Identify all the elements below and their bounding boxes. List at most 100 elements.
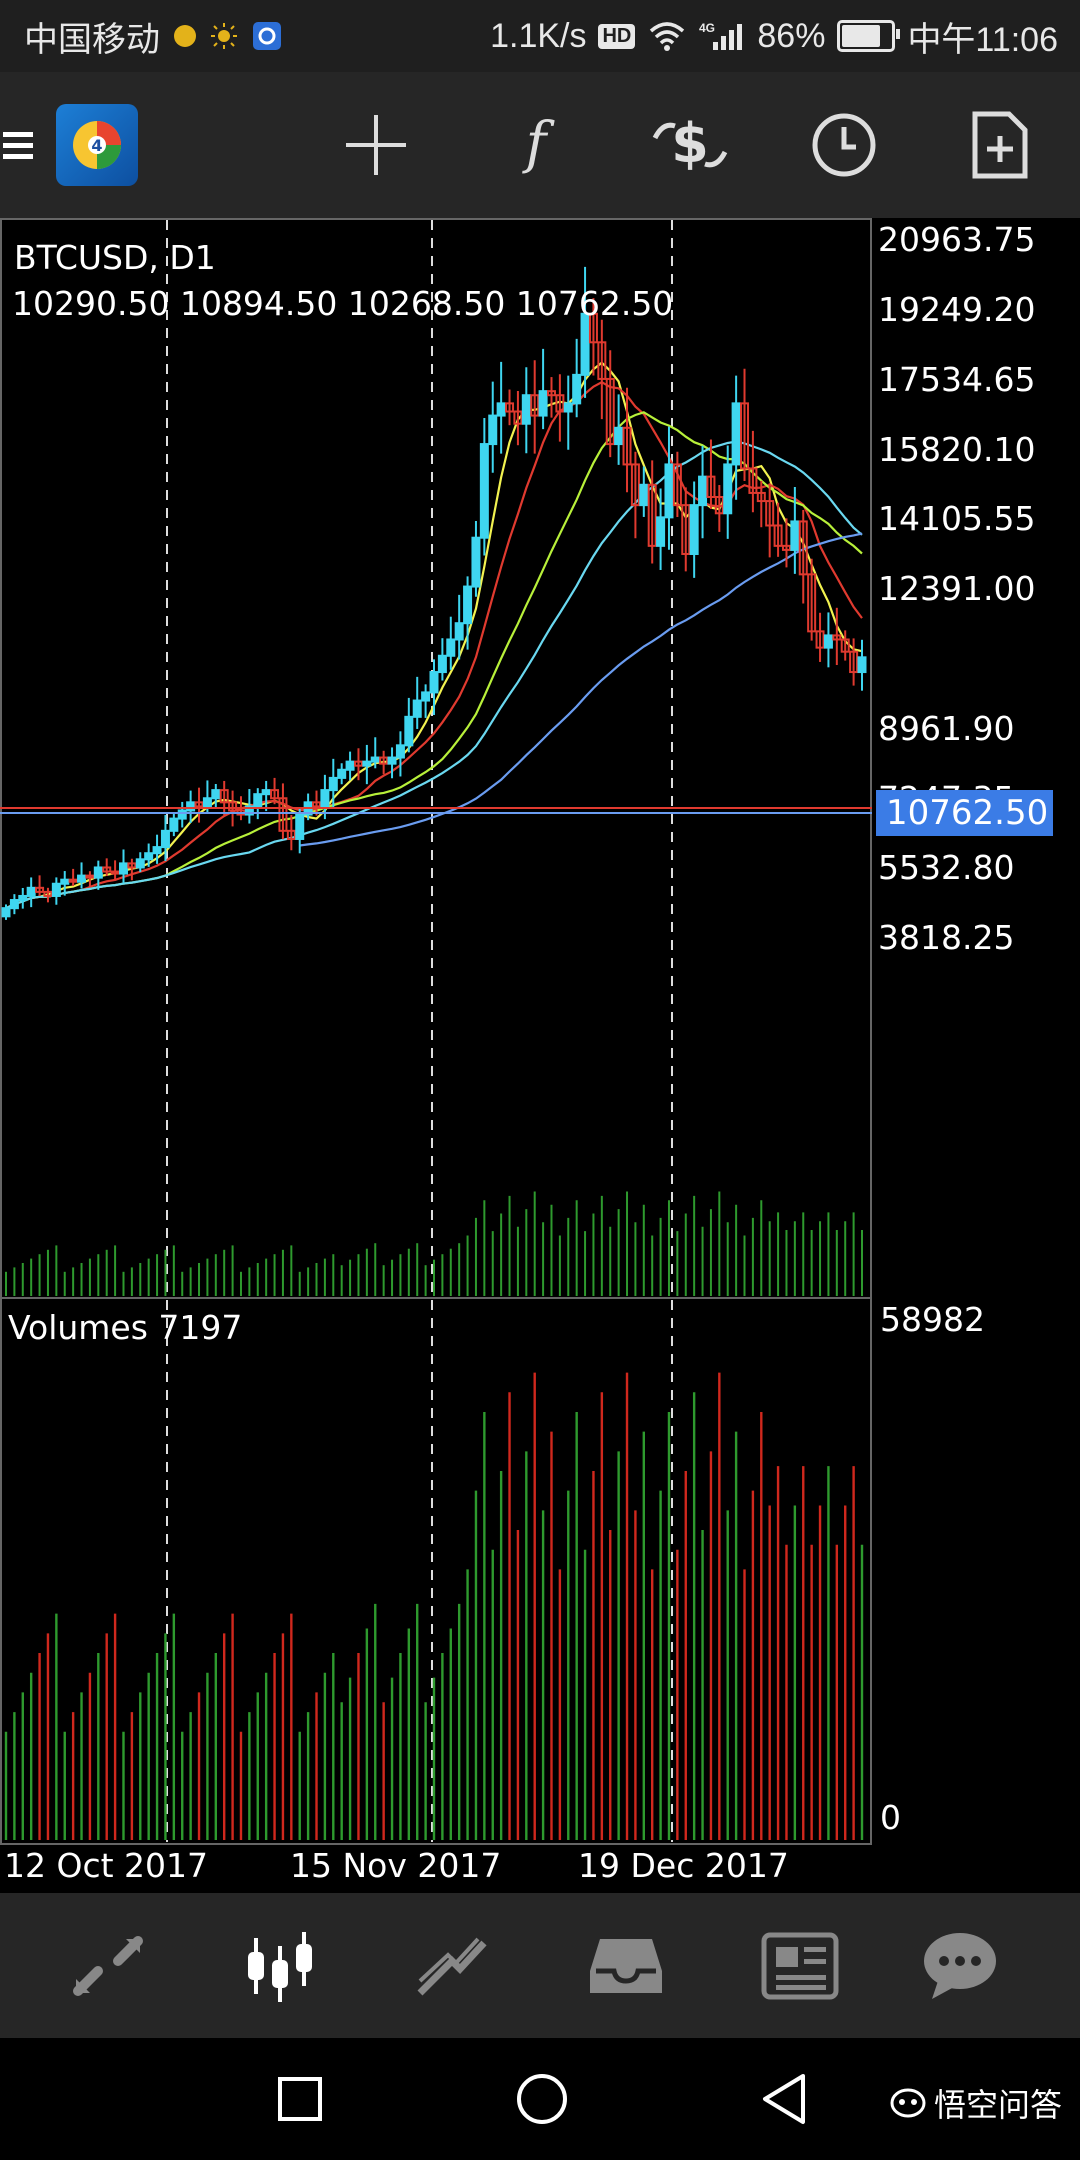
candle-bear — [127, 862, 137, 869]
chart-icon[interactable] — [220, 1893, 340, 2038]
candle-bear — [681, 504, 691, 555]
candle-bull — [60, 878, 70, 885]
candle-bull — [244, 805, 254, 816]
candle-bear — [840, 638, 850, 653]
candle-bull — [169, 817, 179, 832]
metatrader-logo[interactable]: 4 — [54, 72, 140, 218]
candle-bull — [9, 899, 19, 910]
candle-bull — [479, 443, 489, 539]
menu-icon[interactable] — [0, 72, 36, 218]
date-axis-tick: 15 Nov 2017 — [290, 1846, 502, 1885]
current-price-tag: 10762.50 — [876, 790, 1053, 836]
candle-bear — [647, 483, 657, 547]
candle-bull — [664, 463, 674, 519]
wukong-logo-icon — [890, 2088, 926, 2118]
candle-bear — [555, 394, 565, 413]
history-icon[interactable] — [566, 1893, 686, 2038]
function-icon[interactable]: f — [496, 72, 576, 218]
candle-bull — [689, 504, 699, 555]
candle-bear — [353, 760, 363, 767]
candle-bear — [832, 634, 842, 641]
trade-icon[interactable]: $ — [640, 72, 740, 218]
clock: 中午11:06 — [907, 20, 1058, 59]
back-button[interactable] — [752, 2038, 816, 2160]
candle-bear — [597, 341, 607, 380]
candle-bull — [261, 789, 271, 796]
candle-bull — [337, 768, 347, 779]
candle-bull — [160, 829, 170, 849]
status-bar: 中国移动 1.1K/s HD 4G — [0, 0, 1080, 72]
candle-bull — [429, 671, 439, 694]
candle-bull — [362, 760, 372, 767]
watermark: 悟空问答 — [890, 2080, 1062, 2126]
trade-icon[interactable] — [392, 1893, 512, 2038]
candle-bear — [546, 390, 556, 397]
candle-bull — [253, 793, 263, 808]
candle-bull — [186, 801, 196, 812]
candle-bull — [446, 638, 456, 657]
crosshair-icon[interactable] — [336, 72, 416, 218]
vertical-gridlines — [166, 220, 673, 1842]
timeframe-icon[interactable] — [804, 72, 884, 218]
price-axis-tick: 20963.75 — [878, 220, 1036, 259]
candle-bull — [521, 394, 531, 425]
candle-bear — [773, 524, 783, 547]
new-document-icon[interactable] — [960, 72, 1040, 218]
svg-text:$: $ — [671, 112, 709, 175]
app-notification-icon — [253, 22, 281, 50]
candle-bull — [18, 894, 28, 902]
candle-bear — [35, 886, 45, 893]
candle-bull — [496, 402, 506, 417]
candle-bear — [278, 797, 288, 832]
candle-bear — [312, 801, 322, 808]
candle-bull — [118, 862, 128, 875]
candle-bull — [370, 756, 380, 763]
weather-sun-icon — [211, 23, 237, 49]
candle-bear — [102, 866, 112, 873]
candle-bull — [723, 463, 733, 515]
cellular-signal-icon: 4G — [699, 21, 743, 50]
quotes-icon[interactable] — [48, 1893, 168, 2038]
candle-bull — [412, 699, 422, 718]
price-axis-tick: 17534.65 — [878, 360, 1036, 399]
date-axis-tick: 19 Dec 2017 — [578, 1846, 789, 1885]
candle-bull — [202, 797, 212, 808]
candle-bull — [580, 312, 590, 376]
chat-icon[interactable] — [900, 1893, 1020, 2038]
moving-average-30 — [5, 440, 863, 910]
candle-bear — [68, 878, 78, 883]
candle-bear — [219, 789, 229, 804]
candle-bull — [656, 516, 666, 547]
candle-bear — [849, 650, 859, 674]
candle-bull — [211, 789, 221, 800]
chart-area[interactable]: BTCUSD, D1 10290.50 10894.50 10268.50 10… — [0, 218, 1080, 1893]
recent-apps-button[interactable] — [268, 2038, 332, 2160]
watermark-text: 悟空问答 — [933, 2086, 1062, 2124]
candle-bear — [756, 491, 766, 503]
candle-bull — [77, 874, 87, 883]
symbol-label: BTCUSD, D1 — [14, 238, 216, 277]
candle-bear — [270, 789, 280, 800]
price-axis-tick: 3818.25 — [878, 918, 1015, 957]
moving-average-60 — [299, 532, 863, 847]
news-icon[interactable] — [740, 1893, 860, 2038]
candle-bull — [639, 483, 649, 507]
network-speed: 1.1K/s — [490, 16, 587, 55]
price-chart[interactable] — [0, 218, 1080, 1893]
price-axis-tick: 12391.00 — [878, 569, 1036, 608]
home-button[interactable] — [510, 2038, 574, 2160]
candle-bear — [714, 495, 724, 515]
candle-bear — [807, 573, 817, 633]
candle-bear — [85, 874, 95, 879]
candle-bull — [698, 475, 708, 507]
candle-bull — [26, 886, 36, 897]
battery-icon — [837, 20, 901, 52]
candle-bull — [463, 585, 473, 625]
system-nav-bar — [0, 2038, 1080, 2160]
candle-bear — [513, 410, 523, 425]
candle-bull — [790, 520, 800, 551]
volume-axis-max: 58982 — [880, 1300, 985, 1339]
candle-bull — [295, 813, 305, 840]
candle-bull — [538, 390, 548, 417]
candle-bull — [471, 536, 481, 588]
